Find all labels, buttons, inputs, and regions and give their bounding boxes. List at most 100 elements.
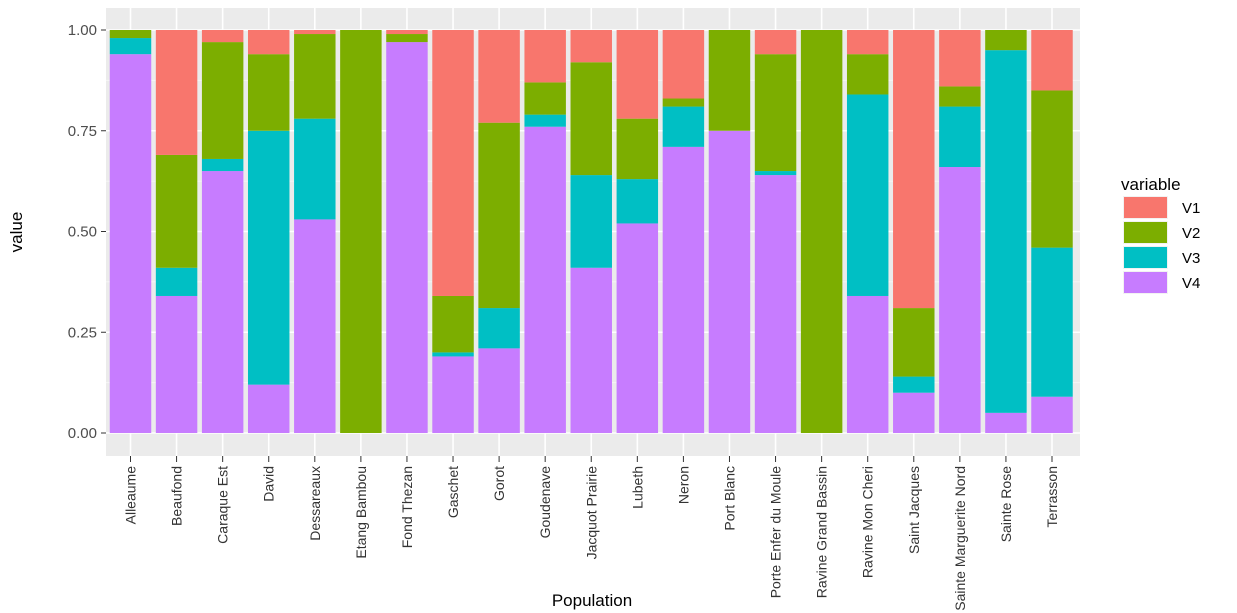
bar-segment-v1 <box>662 30 705 99</box>
bar-segment-v1 <box>155 30 198 155</box>
bar-segment-v2 <box>616 118 659 180</box>
bar-segment-v2 <box>432 295 474 353</box>
bar-segment-v4 <box>1031 396 1073 433</box>
x-tick-label: Ravine Grand Bassin <box>814 466 830 598</box>
bar-segment-v1 <box>478 30 520 123</box>
bar-segment-v1 <box>616 30 659 119</box>
bar-segment-v2 <box>155 154 198 268</box>
bar-segment-v2 <box>893 308 935 377</box>
bar-segment-v1 <box>893 30 935 309</box>
bar-segment-v4 <box>939 167 981 433</box>
bar-segment-v2 <box>846 54 889 95</box>
x-tick-label: Caraque Est <box>215 466 231 544</box>
bar-segment-v2 <box>294 34 336 119</box>
bar-segment-v3 <box>985 50 1027 413</box>
legend-label-v1: V1 <box>1182 200 1200 217</box>
bar-segment-v2 <box>708 30 751 131</box>
x-tick-label: Terrasson <box>1044 466 1060 527</box>
x-tick-label: Goudenave <box>537 466 553 539</box>
bar-segment-v3 <box>109 38 152 55</box>
bar-segment-v1 <box>939 30 981 87</box>
x-axis-title: Population <box>552 591 632 610</box>
bar-segment-v1 <box>201 30 244 43</box>
x-tick-label: Porte Enfer du Moule <box>768 466 784 599</box>
y-axis-ticks: 0.00 0.25 0.50 0.75 1.00 <box>68 22 106 442</box>
bar-segment-v1 <box>1031 30 1073 91</box>
x-tick-label: Etang Bambou <box>353 466 369 559</box>
bar-segment-v3 <box>616 179 659 224</box>
x-tick-label: Port Blanc <box>721 466 737 531</box>
x-tick-label: Sainte Marguerite Nord <box>952 466 968 611</box>
bar-segment-v1 <box>247 30 290 55</box>
x-tick-label: David <box>261 466 277 502</box>
legend-title: variable <box>1121 175 1181 194</box>
bar-segment-v4 <box>294 219 336 433</box>
bar-segment-v3 <box>846 94 889 296</box>
x-tick-label: Neron <box>675 466 691 504</box>
bar-segment-v1 <box>432 30 474 296</box>
bar-segment-v4 <box>985 412 1027 433</box>
bar-segment-v2 <box>247 54 290 131</box>
bar-segment-v2 <box>109 30 152 39</box>
legend-label-v2: V2 <box>1182 225 1200 242</box>
legend-label-v4: V4 <box>1182 275 1200 292</box>
legend-label-v3: V3 <box>1182 250 1200 267</box>
bar-segment-v4 <box>109 54 152 434</box>
bar-segment-v3 <box>155 267 198 296</box>
y-tick-label: 0.00 <box>68 425 97 442</box>
bar-segment-v3 <box>478 308 520 349</box>
bar-segment-v4 <box>386 42 428 434</box>
bar-segment-v2 <box>1031 90 1073 248</box>
bar-segment-v1 <box>524 30 566 83</box>
legend-key-v4 <box>1124 272 1167 293</box>
bar-segment-v3 <box>939 106 981 168</box>
bar-segment-v3 <box>754 171 797 176</box>
legend-key-v2 <box>1124 222 1167 243</box>
bar-segment-v2 <box>800 30 843 433</box>
x-tick-label: Alleaume <box>123 466 139 525</box>
bar-segment-v2 <box>340 30 382 433</box>
y-tick-label: 0.25 <box>68 324 97 341</box>
bar-segment-v1 <box>570 30 612 63</box>
bar-segment-v4 <box>155 295 198 433</box>
y-tick-label: 0.50 <box>68 224 97 241</box>
x-tick-label: Gaschet <box>445 466 461 518</box>
bar-segment-v4 <box>478 348 520 433</box>
bar-segment-v4 <box>247 384 290 433</box>
x-tick-label: Beaufond <box>169 466 185 526</box>
x-axis-ticks: Alleaume Beaufond Caraque Est David Dessarea… <box>123 456 1060 611</box>
x-tick-label: Fond Thezan <box>399 466 415 548</box>
bar-segment-v4 <box>846 295 889 433</box>
bar-segment-v1 <box>294 30 336 35</box>
bar-segment-v2 <box>985 30 1027 51</box>
bar-segment-v2 <box>201 42 244 159</box>
y-tick-label: 1.00 <box>68 22 97 39</box>
bar-segment-v3 <box>893 376 935 393</box>
x-tick-label: Saint Jacques <box>906 466 922 554</box>
bar-segment-v4 <box>524 126 566 433</box>
bar-segment-v3 <box>570 175 612 268</box>
y-tick-label: 0.75 <box>68 123 97 140</box>
bar-segment-v3 <box>294 118 336 220</box>
bar-segment-v1 <box>754 30 797 55</box>
bar-segment-v4 <box>201 171 244 434</box>
legend-key-v3 <box>1124 247 1167 268</box>
bar-segment-v4 <box>754 175 797 433</box>
legend: variable V1 V2 V3 V4 <box>1121 175 1200 294</box>
bar-segment-v2 <box>939 86 981 107</box>
bar-segment-v4 <box>893 392 935 433</box>
bar-segment-v1 <box>846 30 889 55</box>
bar-segment-v3 <box>432 352 474 357</box>
x-tick-label: Ravine Mon Cheri <box>860 466 876 578</box>
bar-segment-v3 <box>662 106 705 147</box>
bar-segment-v2 <box>524 82 566 115</box>
bar-segment-v4 <box>570 267 612 433</box>
x-tick-label: Dessareaux <box>307 466 323 541</box>
x-tick-label: Sainte Rose <box>998 466 1014 542</box>
legend-key-v1 <box>1124 197 1167 218</box>
bar-segment-v2 <box>662 98 705 107</box>
bar-segment-v3 <box>201 158 244 172</box>
bar-segment-v4 <box>432 356 474 433</box>
bar-segment-v3 <box>247 130 290 385</box>
